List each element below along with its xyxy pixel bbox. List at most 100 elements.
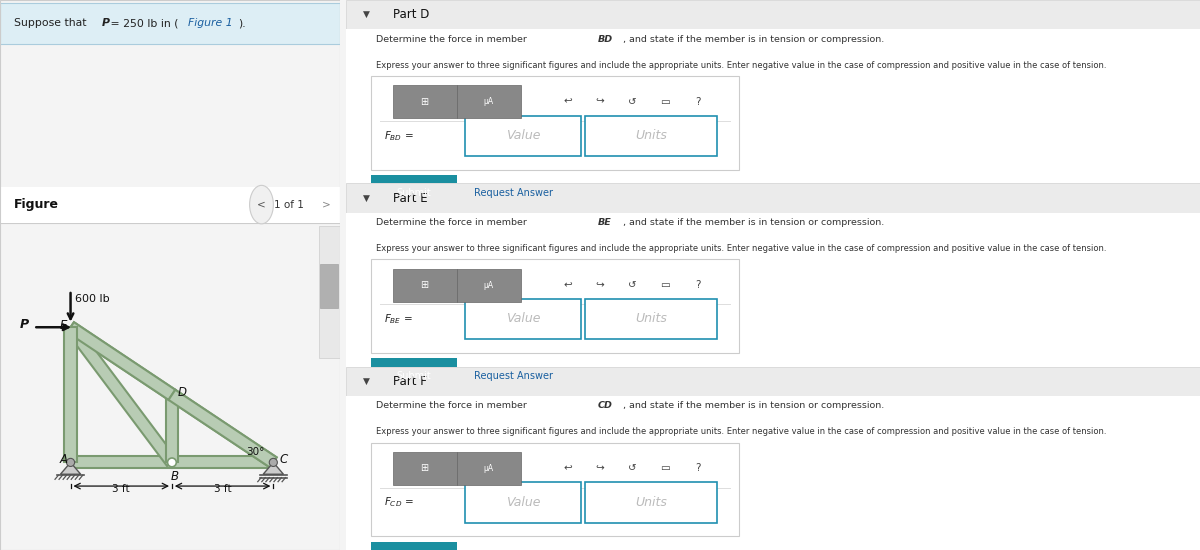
Text: Part E: Part E (392, 191, 427, 205)
Polygon shape (71, 456, 172, 469)
Text: Part F: Part F (392, 375, 426, 388)
Bar (346, 29, 1200, 183)
Bar (320, 264, 338, 308)
Bar (584, 116, 718, 156)
Bar (466, 116, 581, 156)
Circle shape (66, 458, 74, 466)
Text: $F_{CD}$ =: $F_{CD}$ = (384, 496, 414, 509)
Text: $F_{BE}$ =: $F_{BE}$ = (384, 312, 413, 326)
Text: Express your answer to three significant figures and include the appropriate uni: Express your answer to three significant… (376, 244, 1106, 253)
Text: ▭: ▭ (660, 97, 670, 107)
Text: P: P (20, 318, 29, 331)
Text: 600 lb: 600 lb (74, 294, 109, 304)
Bar (346, 183, 1200, 213)
Text: μΑ: μΑ (484, 280, 493, 290)
FancyBboxPatch shape (457, 85, 521, 118)
Text: BD: BD (598, 35, 613, 44)
FancyBboxPatch shape (392, 85, 457, 118)
Text: ↩: ↩ (563, 464, 572, 474)
Polygon shape (168, 390, 277, 468)
Polygon shape (263, 463, 283, 474)
Text: CD: CD (598, 402, 612, 410)
Polygon shape (67, 322, 175, 400)
Text: ↺: ↺ (629, 464, 637, 474)
Text: ▼: ▼ (326, 349, 331, 355)
Bar (466, 299, 581, 339)
FancyBboxPatch shape (457, 452, 521, 485)
Text: ↺: ↺ (629, 280, 637, 290)
Text: , and state if the member is in tension or compression.: , and state if the member is in tension … (623, 402, 884, 410)
Text: Submit: Submit (396, 188, 431, 197)
FancyBboxPatch shape (457, 268, 521, 301)
Text: Figure: Figure (13, 198, 59, 211)
Text: A: A (60, 453, 67, 466)
Bar (0, 3, 340, 44)
Text: Suppose that: Suppose that (13, 18, 90, 29)
Bar (584, 482, 718, 522)
Text: Value: Value (505, 496, 540, 509)
Text: , and state if the member is in tension or compression.: , and state if the member is in tension … (623, 35, 884, 44)
Text: , and state if the member is in tension or compression.: , and state if the member is in tension … (623, 218, 884, 227)
FancyBboxPatch shape (371, 260, 739, 353)
Text: Figure 1: Figure 1 (188, 18, 233, 29)
Text: ↪: ↪ (596, 280, 605, 290)
Circle shape (250, 185, 274, 224)
Text: Part D: Part D (392, 8, 428, 21)
Text: ⊞: ⊞ (420, 280, 428, 290)
Text: Request Answer: Request Answer (474, 371, 553, 381)
Text: ?: ? (695, 97, 701, 107)
Text: ▭: ▭ (660, 280, 670, 290)
Text: ↺: ↺ (629, 97, 637, 107)
Text: ▼: ▼ (362, 10, 370, 19)
Polygon shape (67, 322, 277, 468)
Text: Express your answer to three significant figures and include the appropriate uni: Express your answer to three significant… (376, 427, 1106, 436)
Text: Value: Value (505, 129, 540, 142)
Polygon shape (66, 323, 176, 466)
Text: Determine the force in member: Determine the force in member (376, 35, 529, 44)
Text: μΑ: μΑ (484, 97, 493, 106)
Text: B: B (170, 470, 179, 483)
Polygon shape (60, 463, 80, 474)
Bar (318, 226, 340, 358)
Text: ↪: ↪ (596, 464, 605, 474)
FancyBboxPatch shape (392, 268, 457, 301)
Bar (346, 396, 1200, 550)
Text: ▲: ▲ (326, 228, 331, 234)
Text: Units: Units (635, 312, 667, 326)
Bar (346, 0, 1200, 29)
FancyBboxPatch shape (371, 542, 457, 550)
Bar (584, 299, 718, 339)
Text: Determine the force in member: Determine the force in member (376, 402, 529, 410)
Circle shape (269, 458, 277, 466)
Text: 3 ft: 3 ft (113, 484, 130, 494)
Text: ↩: ↩ (563, 97, 572, 107)
Text: 30°: 30° (246, 447, 265, 457)
Text: P: P (102, 18, 110, 29)
Text: ▼: ▼ (362, 377, 370, 386)
FancyBboxPatch shape (371, 443, 739, 536)
Text: 3 ft: 3 ft (214, 484, 232, 494)
FancyBboxPatch shape (371, 359, 457, 393)
Text: Value: Value (505, 312, 540, 326)
Text: Determine the force in member: Determine the force in member (376, 218, 529, 227)
Polygon shape (166, 395, 178, 463)
Text: = 250 lb in (: = 250 lb in ( (107, 18, 179, 29)
Bar (346, 367, 1200, 396)
Bar (466, 482, 581, 522)
Text: Submit: Submit (396, 371, 431, 381)
Polygon shape (172, 456, 274, 469)
Text: 1 of 1: 1 of 1 (274, 200, 304, 210)
Text: ↪: ↪ (596, 97, 605, 107)
FancyBboxPatch shape (392, 452, 457, 485)
Text: ▭: ▭ (660, 464, 670, 474)
Text: >: > (322, 200, 330, 210)
Text: Units: Units (635, 496, 667, 509)
Text: Request Answer: Request Answer (474, 188, 553, 197)
Polygon shape (65, 327, 77, 463)
Text: ?: ? (695, 464, 701, 474)
FancyBboxPatch shape (371, 175, 457, 210)
Bar (0, 187, 340, 223)
Text: ?: ? (695, 280, 701, 290)
Text: Units: Units (635, 129, 667, 142)
Text: D: D (178, 386, 187, 399)
